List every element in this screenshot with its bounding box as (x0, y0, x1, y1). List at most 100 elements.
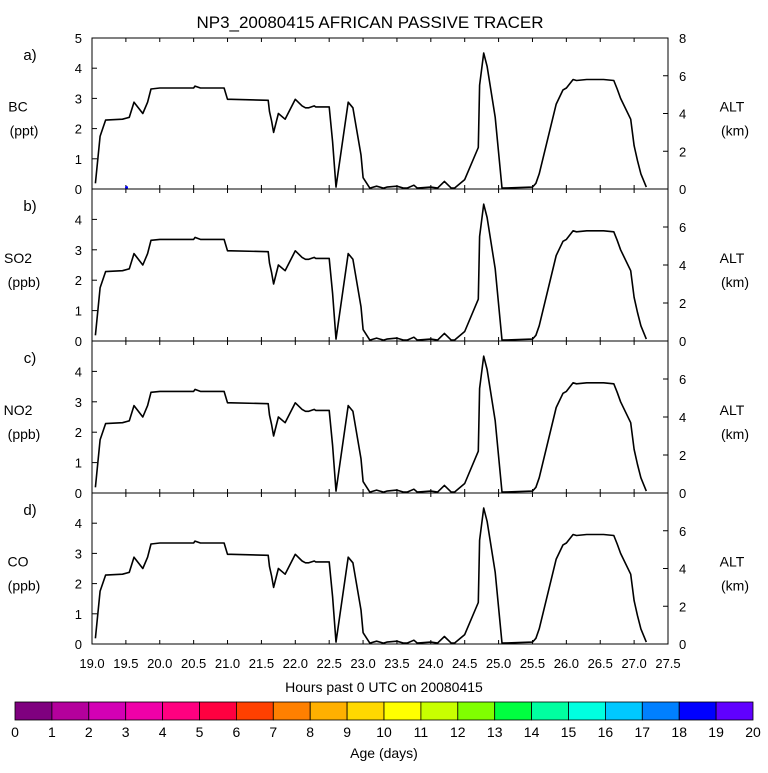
colorbar-swatch (420, 701, 459, 721)
panel-label: d) (23, 502, 36, 519)
y2-axis-label: ALT (720, 250, 745, 266)
colorbar-swatch (199, 701, 237, 721)
y2-tick-label: 6 (679, 524, 686, 539)
y2-tick-label: 0 (679, 182, 686, 197)
y2-tick-label: 2 (679, 296, 686, 311)
y2-tick-label: 4 (679, 258, 686, 273)
y-tick-label: 0 (75, 182, 82, 197)
chart-title: NP3_20080415 AFRICAN PASSIVE TRACER (196, 13, 543, 32)
colorbar-swatch (457, 701, 496, 721)
x-tick-labels: 19.0 19.5 20.0 20.5 21.0 21.5 22.0 22.5 23.0 23.5… (79, 656, 680, 671)
colorbar-swatch (346, 701, 385, 721)
x-tick-label: 25.5 (520, 656, 545, 671)
colorbar-tick-label: 8 (306, 724, 314, 740)
x-tick-label: 22.5 (317, 656, 342, 671)
colorbar-tick-label: 18 (671, 724, 687, 740)
colorbar-tick-label: 6 (233, 724, 241, 740)
y-tick-label: 1 (75, 456, 82, 471)
y2-tick-label: 4 (679, 562, 686, 577)
panel-label: b) (23, 198, 36, 215)
colorbar-swatch (494, 701, 533, 721)
x-tick-label: 27.0 (621, 656, 646, 671)
x-tick-label: 24.0 (418, 656, 443, 671)
y-tick-label: 3 (75, 91, 82, 106)
x-tick-label: 21.5 (249, 656, 274, 671)
colorbar-swatch (605, 701, 643, 721)
y2-tick-label: 4 (679, 410, 686, 425)
tracer-point (125, 185, 129, 189)
y2-axis-label: ALT (720, 402, 745, 418)
colorbar-label: Age (days) (350, 745, 418, 761)
plot-frame (91, 340, 669, 494)
y2-tick-label: 8 (679, 31, 686, 46)
y-axis-label: SO2 (4, 250, 32, 266)
y-tick-label: 3 (75, 395, 82, 410)
panel-d: 0 1 2 3 4 0 2 4 6 d) CO (ppb) ALT (km) (8, 492, 749, 652)
altitude-line (94, 355, 648, 493)
x-tick-label: 21.0 (215, 656, 240, 671)
y-tick-label: 0 (75, 637, 82, 652)
y2-axis-unit: (km) (721, 274, 749, 290)
y-tick-label: 3 (75, 546, 82, 561)
colorbar-tick-label: 7 (269, 724, 277, 740)
y-tick-label: 3 (75, 243, 82, 258)
panel-label: c) (24, 350, 37, 367)
colorbar-swatch (309, 701, 348, 721)
y-tick-label: 0 (75, 334, 82, 349)
colorbar-tick-label: 1 (48, 724, 56, 740)
y2-tick-label: 0 (679, 637, 686, 652)
panel-label: a) (23, 47, 36, 64)
x-tick-label: 23.5 (384, 656, 409, 671)
colorbar-tick-label: 20 (745, 724, 761, 740)
x-tick-label: 26.5 (588, 656, 613, 671)
y-axis-label: NO2 (4, 402, 33, 418)
y-tick-label: 1 (75, 304, 82, 319)
panel-a: 0 1 2 3 4 5 0 2 4 6 8 a) BC (ppt) ALT (km) (8, 31, 749, 197)
y-tick-label: 2 (75, 273, 82, 288)
colorbar-swatch (568, 701, 606, 721)
y2-axis-unit: (km) (721, 123, 749, 139)
y2-tick-label: 6 (679, 372, 686, 387)
x-axis-label: Hours past 0 UTC on 20080415 (285, 679, 483, 695)
y2-tick-label: 0 (679, 334, 686, 349)
y-tick-label: 0 (75, 486, 82, 501)
y2-tick-label: 2 (679, 144, 686, 159)
colorbar-tick-label: 19 (708, 724, 724, 740)
y-axis-unit: (ppb) (8, 426, 41, 442)
x-tick-label: 27.5 (655, 656, 680, 671)
y-tick-label: 2 (75, 122, 82, 137)
x-tick-label: 24.5 (452, 656, 477, 671)
y2-axis-unit: (km) (721, 426, 749, 442)
colorbar-tick-label: 0 (11, 724, 19, 740)
y-axis-unit: (ppb) (8, 274, 41, 290)
colorbar-swatch (88, 701, 127, 721)
y-tick-label: 5 (75, 31, 82, 46)
colorbar-tick-label: 15 (561, 724, 577, 740)
colorbar-swatch (162, 701, 200, 721)
colorbar-swatch (678, 701, 717, 721)
x-tick-label: 23.0 (350, 656, 375, 671)
y2-tick-label: 4 (679, 107, 686, 122)
y-tick-label: 4 (75, 516, 82, 531)
colorbar-tick-label: 17 (635, 724, 651, 740)
colorbar-swatch (51, 701, 90, 721)
panel-b: 0 1 2 3 4 0 2 4 6 b) SO2 (ppb) ALT (km) (4, 188, 749, 349)
colorbar-tick-label: 16 (598, 724, 614, 740)
colorbar-swatch (235, 701, 274, 721)
y2-tick-label: 6 (679, 220, 686, 235)
colorbar-tick-label: 9 (343, 724, 351, 740)
colorbar-swatch (14, 701, 53, 721)
panel-c: 0 1 2 3 4 0 2 4 6 c) NO2 (ppb) ALT (km) (4, 340, 749, 501)
colorbar-tick-label: 10 (376, 724, 392, 740)
colorbar-tick-label: 2 (85, 724, 93, 740)
y2-tick-label: 6 (679, 69, 686, 84)
y2-axis-unit: (km) (721, 578, 749, 594)
colorbar-tick-label: 14 (524, 724, 540, 740)
y-tick-label: 2 (75, 425, 82, 440)
plot-frame (91, 188, 669, 342)
panels: 0 1 2 3 4 5 0 2 4 6 8 a) BC (ppt) ALT (km) 0 1 2 3 4 0 2 4 6 b) SO… (4, 31, 749, 671)
y-axis-unit: (ppb) (8, 578, 41, 594)
colorbar-tick-label: 5 (196, 724, 204, 740)
x-tick-label: 20.0 (147, 656, 172, 671)
